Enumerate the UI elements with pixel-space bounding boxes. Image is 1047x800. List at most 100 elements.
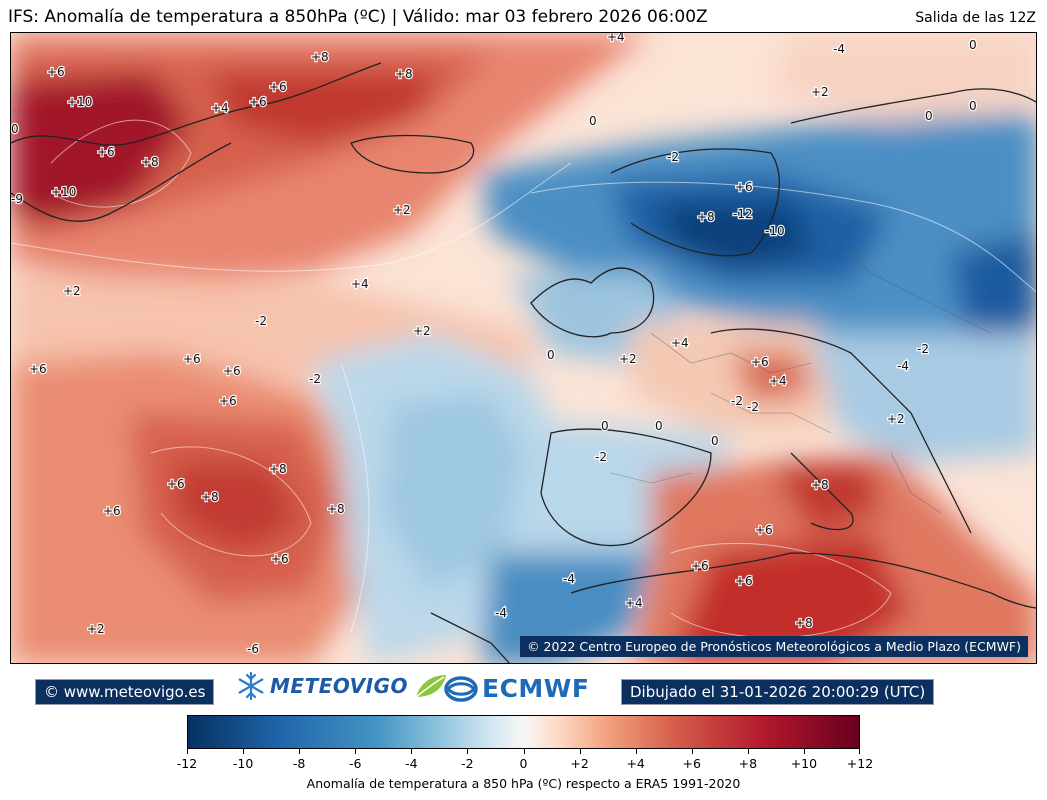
colorbar-tick-label: -8 (292, 756, 306, 771)
colorbar-tick-label: +10 (790, 756, 818, 771)
contour-label: +4 (769, 374, 787, 388)
contour-label: +6 (97, 145, 115, 159)
contour-label: +6 (183, 352, 201, 366)
ecmwf-icon (444, 675, 478, 702)
contour-label: +6 (271, 552, 289, 566)
colorbar-title: Anomalía de temperatura a 850 hPa (ºC) r… (306, 776, 741, 791)
website-link[interactable]: © www.meteovigo.es (35, 679, 215, 705)
contour-label: +2 (811, 85, 829, 99)
contour-label: +6 (103, 504, 121, 518)
colorbar-tick (243, 749, 245, 754)
contour-label: +2 (887, 412, 905, 426)
contour-label: +2 (619, 352, 637, 366)
colorbar-tick (467, 749, 469, 754)
map-canvas: +6 +10 +6 +8 +10 0 -9 +8 +6 +4 +6 +8 +4 … (11, 33, 1036, 663)
contour-label: +2 (413, 324, 431, 338)
colorbar-tick-label: -10 (232, 756, 254, 771)
contour-label: -2 (747, 400, 759, 414)
contour-label: 0 (547, 348, 555, 362)
contour-label: -9 (11, 192, 23, 206)
contour-label: +8 (811, 478, 829, 492)
colorbar-tick-label: +2 (570, 756, 589, 771)
colorbar-tick (523, 749, 525, 754)
contour-label: +8 (141, 155, 159, 169)
colorbar-tick-label: +12 (846, 756, 874, 771)
coastlines (11, 62, 1036, 663)
ecmwf-wordmark: ECMWF (482, 674, 590, 703)
contour-label: +8 (311, 50, 329, 64)
contour-label: +2 (87, 622, 105, 636)
colorbar-tick (859, 749, 860, 754)
colorbar-tick-label: -12 (176, 756, 198, 771)
colorbar-tick-label: -6 (349, 756, 362, 771)
contour-label: +4 (351, 277, 369, 291)
contour-label: 0 (589, 114, 597, 128)
contour-label: +8 (201, 490, 219, 504)
contour-label: +4 (625, 596, 643, 610)
contour-labels: +6 +10 +6 +8 +10 0 -9 +8 +6 +4 +6 +8 +4 … (11, 33, 978, 657)
contour-label: +4 (671, 336, 689, 350)
contour-label: -2 (309, 372, 321, 386)
contour-label: -2 (595, 450, 607, 464)
model-run-label: Salida de las 12Z (915, 10, 1036, 26)
contour-label: +8 (395, 67, 413, 81)
contour-label: -4 (495, 606, 507, 620)
contour-label: -6 (247, 642, 259, 656)
contour-label: +6 (755, 523, 773, 537)
colorbar-tick (747, 749, 749, 754)
contour-label: +8 (269, 462, 287, 476)
contour-label: +6 (735, 180, 753, 194)
snowflake-icon (238, 671, 264, 701)
colorbar-tick-label: 0 (519, 756, 528, 771)
colorbar-tick (691, 749, 693, 754)
contour-label: +10 (67, 95, 92, 109)
contour-label: +6 (751, 355, 769, 369)
contour-label: +6 (223, 364, 241, 378)
contour-lines (11, 119, 1036, 639)
contour-label: -12 (733, 207, 753, 221)
contour-label: +8 (327, 502, 345, 516)
colorbar-tick-label: +6 (682, 756, 701, 771)
colorbar-tick-label: -2 (461, 756, 474, 771)
meteovigo-logo[interactable]: METEOVIGO (236, 668, 448, 704)
contour-label: 0 (925, 109, 933, 123)
contour-label: +4 (211, 101, 229, 115)
contour-label: +4 (607, 33, 625, 44)
contour-label: 0 (601, 419, 609, 433)
colorbar-tick (635, 749, 637, 754)
contour-label: +8 (795, 616, 813, 630)
contour-label: +2 (393, 203, 411, 217)
country-borders (610, 232, 992, 514)
temperature-anomaly-map[interactable]: +6 +10 +6 +8 +10 0 -9 +8 +6 +4 +6 +8 +4 … (10, 32, 1037, 664)
contour-label: +6 (249, 95, 267, 109)
contour-label: -4 (897, 359, 909, 373)
ecmwf-copyright: © 2022 Centro Europeo de Pronósticos Met… (520, 636, 1028, 657)
contour-label: 0 (655, 419, 663, 433)
ecmwf-logo[interactable]: ECMWF (444, 674, 589, 703)
contour-label: -2 (731, 394, 743, 408)
contour-label: -4 (833, 42, 845, 56)
contour-label: +2 (63, 284, 81, 298)
map-title: IFS: Anomalía de temperatura a 850hPa (º… (8, 7, 708, 27)
colorbar-tick-label: +8 (738, 756, 758, 771)
meteovigo-wordmark: METEOVIGO (270, 674, 408, 698)
colorbar-tick-label: -4 (405, 756, 418, 771)
colorbar-tick (411, 749, 413, 754)
contour-label: -2 (667, 150, 679, 164)
contour-label: +6 (167, 477, 185, 491)
contour-label: +6 (219, 394, 237, 408)
contour-label: 0 (969, 38, 977, 52)
colorbar-tick (299, 749, 301, 754)
contour-label: +8 (697, 210, 715, 224)
contour-label: -4 (563, 572, 575, 586)
contour-label: 0 (11, 122, 19, 136)
contour-label: +6 (47, 65, 65, 79)
colorbar-tick (355, 749, 357, 754)
contour-label: 0 (711, 434, 719, 448)
colorbar-tick (803, 749, 805, 754)
contour-label: +6 (735, 574, 753, 588)
contour-label: 0 (969, 99, 977, 113)
drawn-timestamp: Dibujado el 31-01-2026 20:00:29 (UTC) (621, 679, 935, 705)
leaf-icon (415, 675, 446, 698)
colorbar-tick-label: +4 (626, 756, 645, 771)
